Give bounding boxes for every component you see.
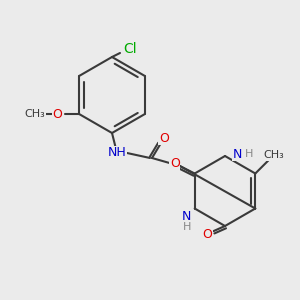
Text: CH₃: CH₃ xyxy=(263,151,284,160)
Text: N: N xyxy=(182,210,191,223)
Text: O: O xyxy=(52,107,62,121)
Text: Cl: Cl xyxy=(123,42,137,56)
Text: O: O xyxy=(170,157,180,170)
Text: NH: NH xyxy=(108,146,126,160)
Text: H: H xyxy=(245,149,254,159)
Text: H: H xyxy=(182,221,191,232)
Text: O: O xyxy=(159,131,169,145)
Text: CH₃: CH₃ xyxy=(25,109,46,119)
Text: O: O xyxy=(202,227,212,241)
Text: N: N xyxy=(232,148,242,160)
